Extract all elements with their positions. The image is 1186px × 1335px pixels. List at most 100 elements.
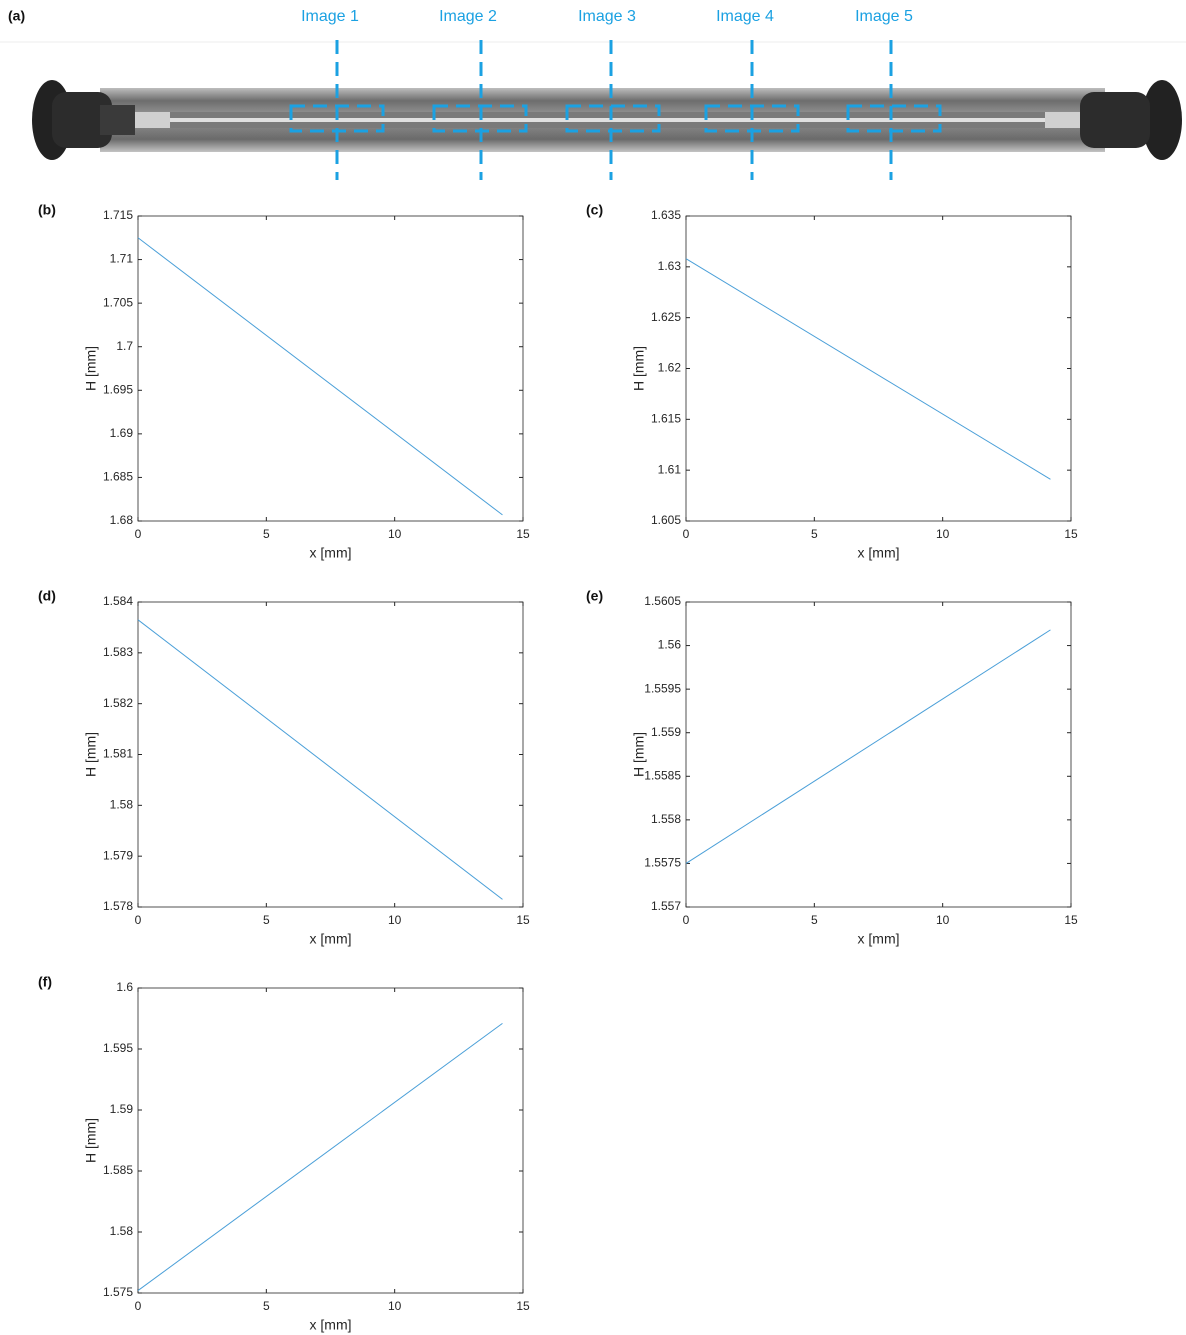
y-tick-label: 1.685 bbox=[103, 470, 133, 484]
y-tick-label: 1.557 bbox=[651, 899, 681, 913]
x-tick-label: 10 bbox=[388, 1299, 402, 1313]
panel-label: (a) bbox=[8, 8, 25, 24]
y-axis-label: H [mm] bbox=[83, 1118, 99, 1163]
marker-box bbox=[432, 104, 528, 133]
chart: (b) 1.68 1.685 1.69 1.695 1.7 1.705 1.71 1.715 0 5… bbox=[38, 202, 530, 561]
y-axis-label: H [mm] bbox=[631, 346, 647, 391]
y-tick-label: 1.581 bbox=[103, 747, 133, 761]
y-tick-label: 1.63 bbox=[658, 259, 682, 273]
y-axis-label: H [mm] bbox=[83, 732, 99, 777]
plot-area bbox=[685, 215, 1072, 522]
y-tick-label: 1.715 bbox=[103, 208, 133, 222]
x-tick-label: 15 bbox=[1064, 527, 1078, 541]
y-tick-label: 1.559 bbox=[651, 725, 681, 739]
image-label: Image 1 bbox=[301, 8, 359, 25]
y-axis-label: H [mm] bbox=[631, 732, 647, 777]
y-tick-label: 1.69 bbox=[110, 426, 134, 440]
panel-label: (b) bbox=[38, 202, 56, 218]
chart: (e) 1.557 1.5575 1.558 1.5585 1.559 1.5595 1.56… bbox=[586, 588, 1078, 947]
y-tick-label: 1.635 bbox=[651, 208, 681, 222]
x-tick-label: 5 bbox=[811, 913, 818, 927]
x-tick-label: 0 bbox=[135, 1299, 142, 1313]
x-tick-label: 10 bbox=[388, 527, 402, 541]
y-axis-label: H [mm] bbox=[83, 346, 99, 391]
y-tick-label: 1.584 bbox=[103, 594, 133, 608]
y-tick-label: 1.585 bbox=[103, 1163, 133, 1177]
y-tick-label: 1.605 bbox=[651, 513, 681, 527]
x-tick-label: 5 bbox=[263, 527, 270, 541]
marker-box bbox=[289, 104, 385, 133]
image-markers bbox=[289, 40, 942, 180]
y-tick-label: 1.558 bbox=[651, 812, 681, 826]
x-tick-label: 5 bbox=[263, 913, 270, 927]
x-tick-label: 15 bbox=[516, 1299, 530, 1313]
image-label: Image 3 bbox=[578, 8, 636, 25]
y-tick-label: 1.56 bbox=[658, 638, 682, 652]
y-tick-label: 1.58 bbox=[110, 1224, 134, 1238]
chart: (c) 1.605 1.61 1.615 1.62 1.625 1.63 1.635 0 5 10 1… bbox=[586, 202, 1078, 561]
y-tick-label: 1.705 bbox=[103, 295, 133, 309]
x-tick-label: 10 bbox=[388, 913, 402, 927]
x-axis-label: x [mm] bbox=[310, 545, 352, 561]
data-line bbox=[137, 237, 503, 516]
y-tick-label: 1.71 bbox=[110, 252, 134, 266]
x-axis-label: x [mm] bbox=[310, 931, 352, 947]
x-tick-label: 0 bbox=[683, 913, 690, 927]
marker-box bbox=[565, 104, 661, 133]
chart: (d) 1.578 1.579 1.58 1.581 1.582 1.583 1.584 0 5 1… bbox=[38, 588, 530, 947]
image-label: Image 5 bbox=[855, 8, 913, 25]
plot-area bbox=[685, 601, 1072, 908]
y-tick-label: 1.582 bbox=[103, 696, 133, 710]
y-tick-label: 1.7 bbox=[116, 339, 133, 353]
y-tick-label: 1.5575 bbox=[644, 856, 681, 870]
y-tick-label: 1.62 bbox=[658, 361, 682, 375]
x-axis-label: x [mm] bbox=[858, 931, 900, 947]
y-tick-label: 1.58 bbox=[110, 798, 134, 812]
marker-box bbox=[704, 104, 800, 133]
data-line bbox=[137, 619, 503, 900]
y-tick-label: 1.595 bbox=[103, 1041, 133, 1055]
marker-box bbox=[846, 104, 942, 133]
plot-area bbox=[137, 215, 524, 522]
y-tick-label: 1.625 bbox=[651, 310, 681, 324]
y-tick-label: 1.583 bbox=[103, 645, 133, 659]
x-axis-label: x [mm] bbox=[310, 1317, 352, 1333]
y-tick-label: 1.61 bbox=[658, 462, 682, 476]
y-tick-label: 1.59 bbox=[110, 1102, 134, 1116]
x-tick-label: 15 bbox=[1064, 913, 1078, 927]
panel-label: (e) bbox=[586, 588, 603, 604]
x-axis-label: x [mm] bbox=[858, 545, 900, 561]
x-tick-label: 5 bbox=[811, 527, 818, 541]
plot-area bbox=[137, 987, 524, 1294]
panel-label: (d) bbox=[38, 588, 56, 604]
plot-area bbox=[137, 601, 524, 908]
x-tick-label: 10 bbox=[936, 913, 950, 927]
data-line bbox=[137, 1022, 503, 1291]
y-tick-label: 1.695 bbox=[103, 382, 133, 396]
image-label: Image 2 bbox=[439, 8, 497, 25]
y-tick-label: 1.579 bbox=[103, 848, 133, 862]
data-line bbox=[685, 258, 1051, 480]
y-tick-label: 1.615 bbox=[651, 412, 681, 426]
x-tick-label: 10 bbox=[936, 527, 950, 541]
panel-label: (f) bbox=[38, 974, 52, 990]
y-tick-label: 1.575 bbox=[103, 1285, 133, 1299]
x-tick-label: 0 bbox=[683, 527, 690, 541]
y-tick-label: 1.68 bbox=[110, 513, 134, 527]
panel-label: (c) bbox=[586, 202, 603, 218]
tube-image bbox=[32, 80, 1182, 160]
x-tick-label: 0 bbox=[135, 913, 142, 927]
x-tick-label: 0 bbox=[135, 527, 142, 541]
x-tick-label: 5 bbox=[263, 1299, 270, 1313]
y-tick-label: 1.6 bbox=[116, 980, 133, 994]
y-tick-label: 1.5605 bbox=[644, 594, 681, 608]
y-tick-label: 1.578 bbox=[103, 899, 133, 913]
x-tick-label: 15 bbox=[516, 913, 530, 927]
image-label: Image 4 bbox=[716, 8, 774, 25]
x-tick-label: 15 bbox=[516, 527, 530, 541]
y-tick-label: 1.5595 bbox=[644, 681, 681, 695]
chart: (f) 1.575 1.58 1.585 1.59 1.595 1.6 0 5 10 15 x [mm… bbox=[38, 974, 530, 1333]
data-line bbox=[685, 629, 1051, 864]
y-tick-label: 1.5585 bbox=[644, 768, 681, 782]
